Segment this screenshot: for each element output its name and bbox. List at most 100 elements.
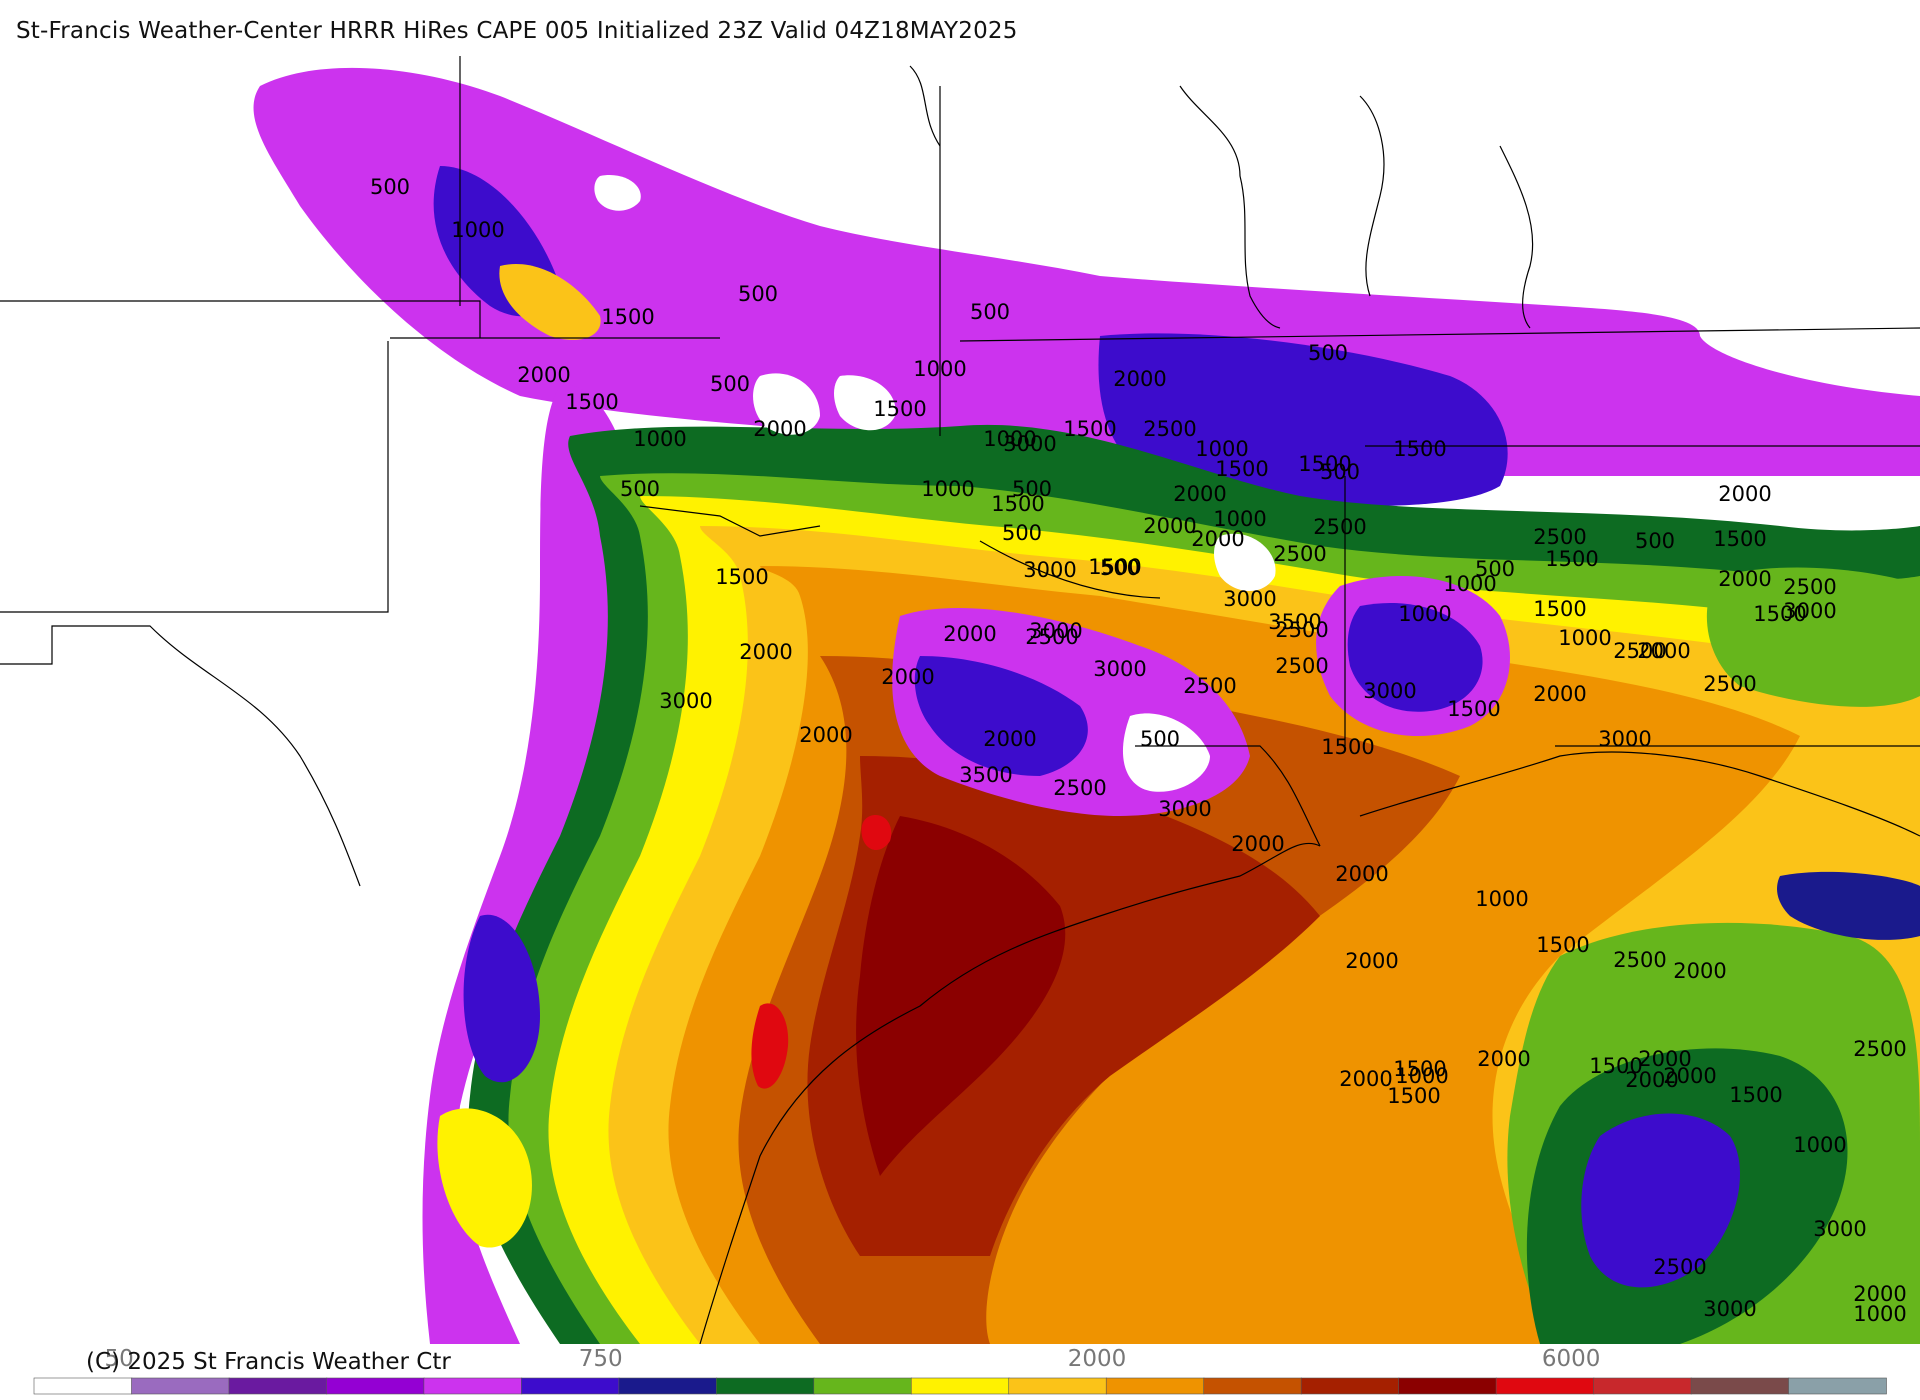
contour-label: 1500	[1545, 547, 1598, 571]
contour-label: 2500	[1053, 776, 1106, 800]
contour-label: 1000	[1793, 1133, 1846, 1157]
contour-label: 2500	[1533, 525, 1586, 549]
cape-region-east-blue-strip	[1777, 871, 1920, 940]
contour-label: 2000	[1663, 1064, 1716, 1088]
contour-label: 1500	[1387, 1084, 1440, 1108]
contour-label: 500	[620, 477, 660, 501]
contour-label: 3000	[1783, 599, 1836, 623]
cape-region-white-hole-4	[594, 175, 641, 211]
legend-color-swatch	[1690, 1377, 1790, 1395]
contour-label: 1500	[991, 492, 1044, 516]
contour-label: 3000	[1093, 657, 1146, 681]
contour-label: 3500	[959, 763, 1012, 787]
contour-label: 500	[1475, 557, 1515, 581]
contour-label: 2500	[1275, 618, 1328, 642]
cape-region-west-yellow	[437, 1108, 532, 1248]
contour-label: 3000	[1223, 587, 1276, 611]
contour-label: 2000	[1477, 1047, 1530, 1071]
contour-label: 2000	[1113, 367, 1166, 391]
contour-label: 2500	[1853, 1037, 1906, 1061]
contour-label: 2000	[1335, 862, 1388, 886]
contour-label: 1000	[1475, 887, 1528, 911]
contour-label: 1500	[1589, 1054, 1642, 1078]
legend-color-swatch	[326, 1377, 425, 1395]
cape-region-blue-mid	[914, 656, 1088, 776]
contour-label: 1000	[1213, 507, 1266, 531]
contour-label: 2000	[1345, 949, 1398, 973]
contour-label: 1500	[1536, 933, 1589, 957]
color-legend: 50 750 2000 6000	[33, 1346, 1887, 1395]
legend-tick-label: 50	[105, 1346, 134, 1372]
state-border-line	[0, 300, 481, 338]
legend-color-swatch	[813, 1377, 913, 1395]
contour-label: 500	[1140, 727, 1180, 751]
cape-region-east-green	[1706, 567, 1920, 707]
contour-label: 500	[970, 300, 1010, 324]
contour-label: 2500	[1143, 417, 1196, 441]
contour-label: 1000	[1443, 572, 1496, 596]
contour-label: 500	[1635, 529, 1675, 553]
cape-region-red-spot-2	[861, 815, 892, 851]
contour-label: 2000	[1231, 832, 1284, 856]
coast-line	[699, 842, 1321, 1344]
cape-region-blue-east	[1347, 602, 1483, 712]
cape-region-white-mid	[1122, 713, 1210, 792]
contour-label: 3000	[659, 689, 712, 713]
legend-color-swatch	[131, 1377, 230, 1395]
map-title: St-Francis Weather-Center HRRR HiRes CAP…	[16, 18, 1018, 44]
state-border-line	[909, 65, 941, 147]
contour-label: 1500	[1321, 735, 1374, 759]
contour-label: 1500	[1215, 457, 1268, 481]
legend-color-swatch	[618, 1377, 718, 1395]
contour-label: 1000	[913, 357, 966, 381]
cape-region-west-edge	[422, 385, 640, 1344]
contour-label: 500	[1320, 460, 1360, 484]
legend-color-swatch	[1495, 1377, 1595, 1395]
contour-label: 3500	[1268, 610, 1321, 634]
legend-color-swatch	[228, 1377, 328, 1395]
cape-region-white-hole-3	[1214, 533, 1276, 591]
copyright-text: (C) 2025 St Francis Weather Ctr	[86, 1349, 451, 1375]
contour-label: 1000	[1395, 1064, 1448, 1088]
legend-color-swatch	[1203, 1377, 1302, 1395]
contour-label: 1000	[1195, 437, 1248, 461]
state-border-line	[1135, 745, 1321, 847]
cape-region-west-blue	[463, 914, 540, 1083]
contour-label: 1500	[1063, 417, 1116, 441]
contour-label: 2500	[1613, 639, 1666, 663]
contour-label: 500	[1002, 521, 1042, 545]
contour-label: 2000	[943, 622, 996, 646]
state-border-line	[639, 505, 821, 537]
legend-color-swatch	[1008, 1377, 1108, 1395]
legend-color-swatch	[1105, 1377, 1205, 1395]
cape-region-nw-yellow	[499, 264, 601, 340]
contour-label: 1500	[1393, 437, 1446, 461]
contour-label: 2500	[1653, 1255, 1706, 1279]
cape-region-gulf-blue	[1581, 1113, 1740, 1288]
contour-label: 1000	[1398, 602, 1451, 626]
contour-label: 1500	[873, 397, 926, 421]
contour-label: 1000	[921, 477, 974, 501]
contour-label: 3000	[1598, 727, 1651, 751]
boundary-lines	[0, 56, 1920, 1344]
contour-label: 2000	[983, 727, 1036, 751]
contour-label: 2000	[1191, 527, 1244, 551]
contour-label: 1500	[565, 390, 618, 414]
contour-label: 1500	[715, 565, 768, 589]
contour-label: 1500	[1088, 555, 1141, 579]
cape-region-white-hole-2	[834, 375, 896, 431]
contour-label: 3000	[1003, 432, 1056, 456]
coast-line	[1359, 751, 1920, 837]
contour-label: 2000	[739, 640, 792, 664]
contour-label: 2000	[1853, 1282, 1906, 1306]
contour-label: 1500	[1729, 1083, 1782, 1107]
contour-label: 2500	[1703, 672, 1756, 696]
legend-color-swatch	[716, 1377, 815, 1395]
contour-label: 2000	[1673, 959, 1726, 983]
contour-label: 500	[710, 372, 750, 396]
contour-label: 1000	[1853, 1302, 1906, 1326]
cape-region-blue-north	[1098, 333, 1508, 506]
contour-label: 3000	[1029, 619, 1082, 643]
legend-tick-label: 6000	[1542, 1346, 1601, 1372]
